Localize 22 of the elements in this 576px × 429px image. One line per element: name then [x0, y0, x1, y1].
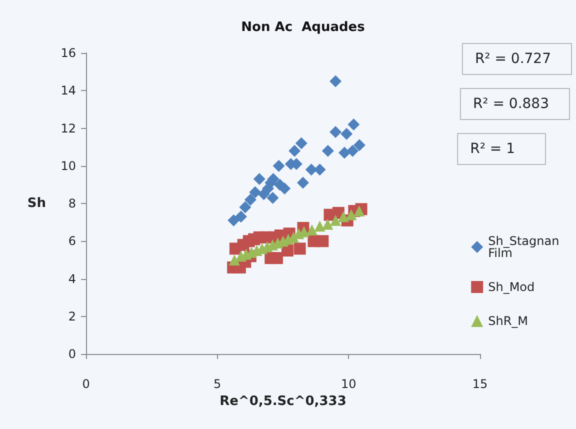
- x-tick-label: 10: [341, 377, 356, 391]
- y-tick-label: 14: [60, 84, 76, 98]
- annotation: R² = 0.727: [474, 51, 552, 67]
- x-tick-label: 0: [82, 377, 90, 391]
- x-tick-label: 5: [214, 377, 222, 391]
- annotation: R² = 0.883: [472, 96, 550, 112]
- y-tick-label: 4: [68, 272, 76, 286]
- y-axis-title: Sh: [27, 196, 46, 211]
- x-axis-title: Re^0,5.Sc^0,333: [220, 394, 346, 409]
- y-tick-label: 0: [68, 347, 76, 361]
- legend-label: Sh_Stagnan Film: [488, 234, 564, 260]
- y-tick-label: 2: [68, 309, 76, 324]
- y-tick-label: 12: [60, 121, 76, 136]
- y-tick-label: 10: [60, 158, 76, 173]
- x-tick-label: 15: [472, 377, 488, 391]
- y-tick-label: 6: [68, 234, 76, 248]
- y-tick-label: 8: [68, 196, 76, 210]
- legend-label: ShR_M: [488, 314, 528, 328]
- y-tick-label: 16: [60, 46, 76, 60]
- chart-title: Non Ac Aquades: [241, 20, 366, 35]
- annotation: R² = 1: [470, 141, 516, 157]
- legend-label: Sh_Mod: [488, 280, 535, 294]
